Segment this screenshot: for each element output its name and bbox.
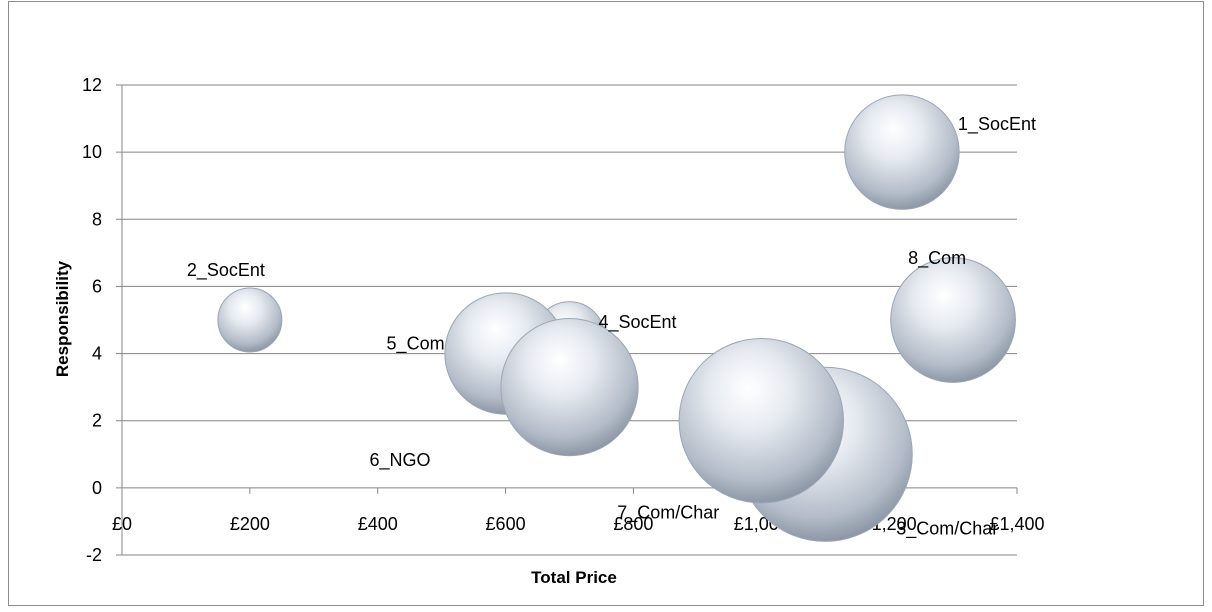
bubble-label: 1_SocEnt	[958, 114, 1036, 135]
x-tick-label: £0	[112, 514, 132, 534]
x-tick-label: £1,400	[989, 514, 1044, 534]
bubble	[890, 257, 1016, 383]
x-tick-label: £400	[358, 514, 398, 534]
y-tick-label: 0	[92, 478, 102, 498]
bubbles	[217, 94, 1016, 542]
bubble	[500, 318, 639, 457]
bubble-label: 5_Com	[387, 334, 445, 355]
bubble	[217, 287, 283, 353]
x-axis-title: Total Price	[531, 568, 617, 587]
y-tick-label: 8	[92, 209, 102, 229]
y-tick-label: 2	[92, 411, 102, 431]
y-tick-label: 6	[92, 276, 102, 296]
y-tick-label: -2	[86, 545, 102, 565]
x-tick-labels: £0 £200 £400 £600 £800 £1,000 £1,200 £1,400	[112, 514, 1045, 534]
bubble-label: 6_NGO	[370, 450, 431, 471]
x-tick-label: £800	[613, 514, 653, 534]
bubble	[844, 94, 960, 210]
y-tick-label: 12	[82, 75, 102, 95]
y-axis-title: Responsibility	[53, 260, 72, 377]
bubble-label: 8_Com	[908, 248, 966, 269]
x-tick-label: £200	[230, 514, 270, 534]
y-tick-labels: -2 0 2 4 6 8 10 12	[82, 75, 102, 565]
y-tick-label: 4	[92, 344, 102, 364]
x-tick-label: £600	[486, 514, 526, 534]
bubble-label: 3_Com/Char	[896, 518, 998, 539]
bubble	[678, 338, 844, 504]
bubble-label: 2_SocEnt	[187, 260, 265, 281]
bubble-labels: 1_SocEnt 2_SocEnt 3_Com/Char 4_SocEnt 5_Com 6…	[187, 114, 1036, 539]
y-tick-label: 10	[82, 142, 102, 162]
bubble-label: 4_SocEnt	[598, 312, 676, 333]
bubble-label: 7_Com/Char	[617, 503, 719, 524]
